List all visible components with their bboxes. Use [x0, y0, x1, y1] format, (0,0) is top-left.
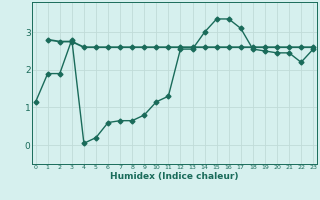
- X-axis label: Humidex (Indice chaleur): Humidex (Indice chaleur): [110, 172, 239, 181]
